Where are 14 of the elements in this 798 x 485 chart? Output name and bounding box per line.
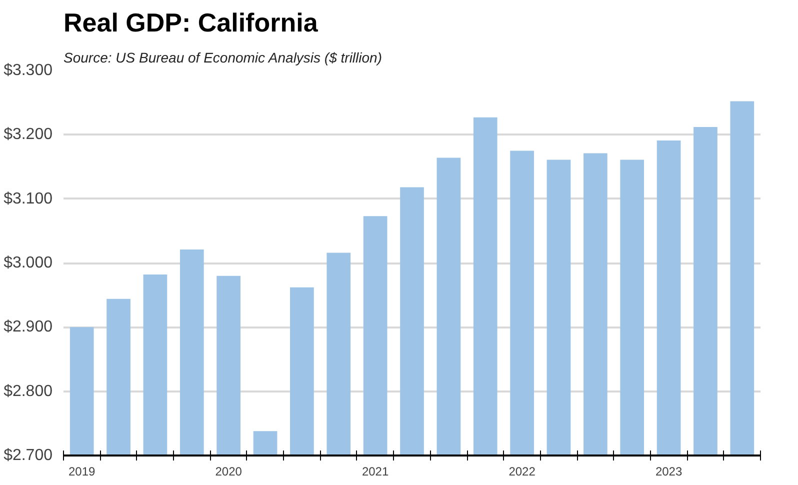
x-tick-label: 2019 [68,464,96,478]
y-tick-label: $3.200 [4,126,53,144]
y-tick-label: $2.900 [4,318,53,336]
y-tick-label: $2.700 [4,447,53,464]
chart-title: Real GDP: California [64,8,318,38]
y-tick-label: $2.800 [4,382,53,400]
y-tick-label: $3.300 [4,62,53,79]
y-tick-label: $3.100 [4,190,53,208]
chart-subtitle: Source: US Bureau of Economic Analysis ($ trillion) [64,50,382,66]
x-tick-label: 2022 [508,464,536,478]
y-tick-label: $3.000 [4,254,53,272]
x-tick-label: 2023 [655,464,682,478]
x-tick-label: 2020 [215,464,242,478]
x-tick-label: 2021 [362,464,389,478]
